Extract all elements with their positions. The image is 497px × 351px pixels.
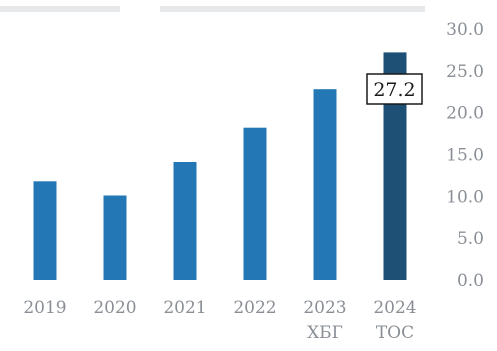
bar-2023 [313, 89, 337, 280]
y-tick-label: 15.0 [446, 146, 484, 166]
bar-2024 [383, 52, 407, 281]
x-sub-label: ТОС [376, 323, 414, 343]
bars-group [33, 52, 407, 281]
callout-box [366, 73, 423, 105]
x-tick-label: 2021 [163, 298, 206, 318]
x-tick-label: 2020 [93, 298, 136, 318]
y-tick-label: 30.0 [446, 20, 484, 40]
y-tick-label: 0.0 [457, 271, 484, 291]
x-tick-label: 2019 [23, 298, 66, 318]
y-tick-label: 25.0 [446, 62, 484, 82]
y-tick-label: 10.0 [446, 187, 484, 207]
bar-2019 [33, 181, 57, 280]
x-axis-ticks: 2019 2020 2021 2022 2023 ХБГ 2024 ТОС [23, 298, 416, 343]
bar-2021 [173, 162, 197, 280]
bar-2020 [103, 195, 127, 280]
x-tick-label: 2024 [373, 298, 416, 318]
y-tick-label: 5.0 [457, 229, 484, 249]
y-axis-ticks: 0.0 5.0 10.0 15.0 20.0 25.0 30.0 [446, 20, 484, 291]
y-tick-label: 20.0 [446, 104, 484, 124]
x-tick-label: 2023 [303, 298, 346, 318]
value-callout: 27.2 [366, 73, 423, 105]
x-tick-label: 2022 [233, 298, 276, 318]
bar-2022 [243, 127, 267, 280]
x-sub-label: ХБГ [307, 323, 343, 343]
callout-value-label: 27.2 [373, 79, 415, 101]
